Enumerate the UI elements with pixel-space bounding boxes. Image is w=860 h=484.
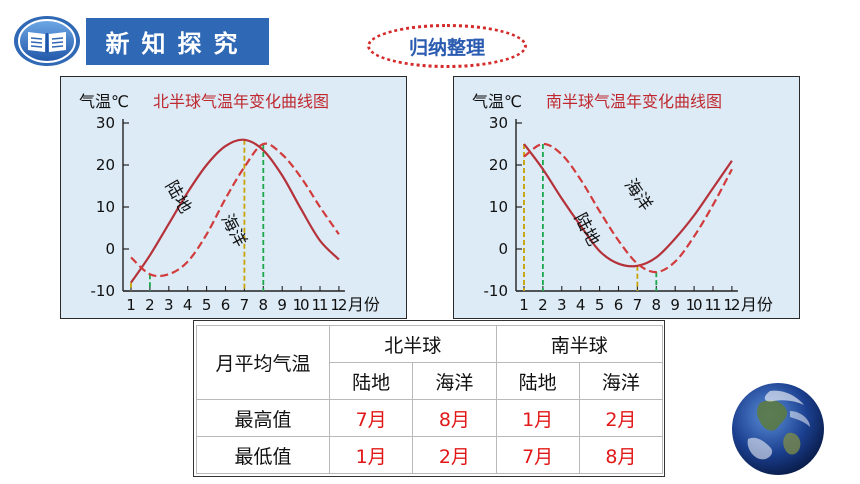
table-subheader: 海洋: [578, 362, 664, 400]
x-tick-label: 12: [330, 296, 347, 314]
table-group-south: 南半球: [495, 325, 663, 363]
x-tick-label: 12: [723, 296, 740, 314]
series-label: 陆地: [161, 178, 195, 217]
row-label: 最低值: [196, 436, 330, 474]
table-row: 最高值 7月 8月 1月 2月: [196, 399, 664, 437]
table-subheader: 陆地: [495, 362, 580, 400]
table-row: 最低值 1月 2月 7月 8月: [196, 436, 664, 474]
x-axis-label: 月份: [348, 295, 380, 314]
table-subheader: 陆地: [328, 362, 414, 400]
y-tick-label: 10: [96, 198, 115, 216]
land-series-line: [130, 138, 340, 284]
y-tick-label: -10: [484, 282, 509, 300]
section-title: 新知探究: [86, 18, 269, 65]
x-tick-label: 6: [221, 296, 231, 314]
x-tick-label: 10: [293, 296, 310, 314]
summary-label: 归纳整理: [367, 24, 527, 68]
row-label: 最高值: [196, 399, 330, 437]
table-subheader: 海洋: [412, 362, 497, 400]
x-tick-label: 3: [557, 296, 567, 314]
y-tick-label: 30: [489, 114, 508, 132]
y-axis-label: 气温℃: [472, 92, 522, 111]
y-tick-label: 0: [498, 240, 508, 258]
table-cell: 8月: [412, 399, 497, 437]
x-tick-label: 8: [652, 296, 662, 314]
x-axis-label: 月份: [741, 295, 773, 314]
x-tick-label: 5: [595, 296, 605, 314]
x-tick-label: 11: [312, 296, 329, 314]
y-axis-label: 气温℃: [79, 92, 129, 111]
chart-title: 北半球气温年变化曲线图: [153, 92, 329, 111]
x-tick-label: 1: [126, 296, 136, 314]
ocean-series-line: [130, 142, 340, 278]
x-tick-label: 8: [259, 296, 269, 314]
x-tick-label: 2: [145, 296, 155, 314]
y-tick-label: 20: [489, 156, 508, 174]
x-tick-label: 2: [538, 296, 548, 314]
ocean-series-line: [523, 142, 733, 274]
northern-chart-panel: 气温℃ 北半球气温年变化曲线图 30 20 10 0 -10 1 2 3 4 5 6 7 8 9 10 11 12 月…: [60, 76, 407, 319]
x-tick-label: 5: [202, 296, 212, 314]
x-tick-label: 4: [183, 296, 193, 314]
x-tick-label: 3: [164, 296, 174, 314]
table-corner: 月平均气温: [196, 325, 330, 400]
temperature-table-panel: 月平均气温 北半球 南半球 陆地 海洋 陆地 海洋 最高值 7月 8月 1月 2…: [193, 320, 665, 477]
y-tick-label: 30: [96, 114, 115, 132]
table-cell: 7月: [328, 399, 414, 437]
southern-chart-panel: 气温℃ 南半球气温年变化曲线图 30 20 10 0 -10 1 2 3 4 5 6 7 8 9 10 11 12 月…: [453, 76, 800, 319]
x-tick-label: 9: [277, 296, 287, 314]
series-label: 陆地: [570, 210, 604, 249]
table-cell: 1月: [495, 399, 580, 437]
table-cell: 8月: [578, 436, 664, 474]
land-series-line: [523, 143, 733, 268]
temperature-table: 月平均气温 北半球 南半球 陆地 海洋 陆地 海洋 最高值 7月 8月 1月 2…: [196, 325, 664, 474]
y-tick-label: 0: [105, 240, 115, 258]
y-tick-label: -10: [91, 282, 116, 300]
y-tick-label: 20: [96, 156, 115, 174]
x-tick-label: 7: [240, 296, 250, 314]
table-cell: 1月: [328, 436, 414, 474]
summary-label-text: 归纳整理: [408, 36, 485, 59]
table-cell: 7月: [495, 436, 580, 474]
earth-globe-image: [730, 381, 826, 477]
open-book-icon: [12, 14, 82, 68]
x-tick-label: 6: [614, 296, 624, 314]
x-tick-label: 11: [705, 296, 722, 314]
x-tick-label: 1: [519, 296, 529, 314]
x-tick-label: 7: [633, 296, 643, 314]
table-cell: 2月: [578, 399, 664, 437]
table-group-north: 北半球: [329, 325, 497, 363]
chart-title: 南半球气温年变化曲线图: [546, 92, 722, 111]
y-tick-label: 10: [489, 198, 508, 216]
x-tick-label: 4: [576, 296, 586, 314]
x-tick-label: 10: [686, 296, 703, 314]
series-label: 海洋: [620, 175, 656, 214]
x-tick-label: 9: [670, 296, 680, 314]
table-cell: 2月: [412, 436, 497, 474]
